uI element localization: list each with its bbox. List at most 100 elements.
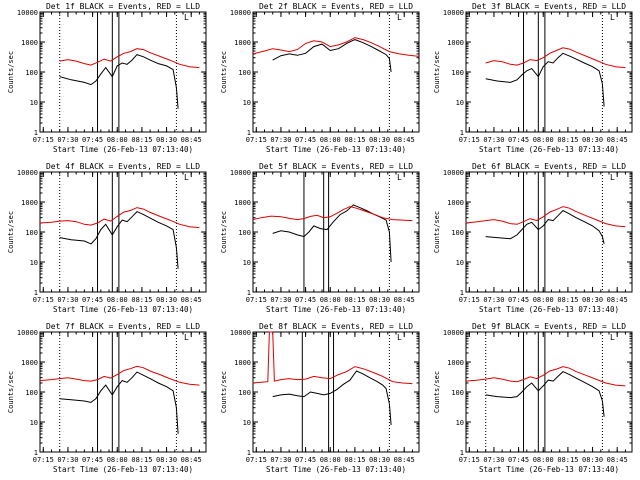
x-tick-label: 07:15	[33, 136, 54, 144]
x-tick-label: 07:45	[508, 136, 529, 144]
y-axis-label: Counts/sec	[433, 51, 441, 93]
series-line-events	[485, 371, 605, 417]
y-tick-label: 10	[243, 259, 251, 267]
series-line-lld	[465, 366, 626, 387]
y-tick-label: 10000	[17, 169, 38, 177]
x-axis-label: Start Time (26-Feb-13 07:13:40)	[53, 465, 193, 474]
y-axis-label: Counts/sec	[220, 211, 228, 253]
x-tick-label: 08:30	[369, 456, 390, 464]
panel-title: Det 9f BLACK = Events, RED = LLD	[472, 322, 626, 331]
x-tick-label: 07:15	[459, 136, 480, 144]
panel-title: Det 4f BLACK = Events, RED = LLD	[46, 162, 200, 171]
y-tick-label: 1	[247, 449, 251, 457]
x-tick-label: 07:45	[82, 296, 103, 304]
x-tick-label: 08:30	[156, 136, 177, 144]
y-tick-label: 1	[34, 289, 38, 297]
x-tick-label: 08:15	[131, 456, 152, 464]
x-tick-label: 07:30	[270, 456, 291, 464]
y-tick-label: 1	[460, 129, 464, 137]
x-tick-label: 08:30	[582, 136, 603, 144]
series-line-lld	[39, 207, 200, 229]
y-tick-label: 1000	[447, 39, 464, 47]
x-axis-label: Start Time (26-Feb-13 07:13:40)	[266, 465, 406, 474]
x-tick-label: 08:45	[394, 136, 415, 144]
y-tick-label: 100	[238, 389, 251, 397]
panel-title: Det 3f BLACK = Events, RED = LLD	[472, 2, 626, 11]
y-tick-label: 100	[451, 69, 464, 77]
y-axis-label: Counts/sec	[433, 211, 441, 253]
detector-panel-1: Det 1f BLACK = Events, RED = LLD 1 10 100 10…	[7, 2, 207, 154]
series-line-events	[485, 52, 605, 107]
series-line-events	[59, 371, 179, 434]
x-tick-label: 07:30	[57, 456, 78, 464]
series-line-lld	[465, 206, 626, 228]
y-tick-label: 10	[30, 419, 38, 427]
x-tick-label: 07:15	[459, 456, 480, 464]
y-tick-label: 10000	[443, 329, 464, 337]
x-axis-label: Start Time (26-Feb-13 07:13:40)	[479, 305, 619, 314]
y-tick-label: 100	[238, 229, 251, 237]
y-tick-label: 100	[451, 229, 464, 237]
x-tick-label: 08:45	[607, 136, 628, 144]
legend-mark: L	[184, 13, 189, 22]
series-line-lld	[485, 47, 626, 69]
x-tick-label: 07:30	[270, 296, 291, 304]
x-tick-label: 08:15	[557, 136, 578, 144]
y-tick-label: 1000	[21, 199, 38, 207]
x-tick-label: 08:00	[533, 136, 554, 144]
x-tick-label: 08:45	[181, 296, 202, 304]
y-tick-label: 10000	[230, 169, 251, 177]
x-tick-label: 08:30	[582, 456, 603, 464]
legend-mark: L	[397, 173, 402, 182]
x-axis-label: Start Time (26-Feb-13 07:13:40)	[53, 305, 193, 314]
y-tick-label: 1	[247, 289, 251, 297]
x-tick-label: 08:00	[320, 296, 341, 304]
x-tick-label: 07:30	[483, 456, 504, 464]
x-tick-label: 08:15	[557, 456, 578, 464]
detector-panel-4: Det 4f BLACK = Events, RED = LLD 1 10 100 10…	[7, 162, 207, 314]
x-tick-label: 08:30	[369, 136, 390, 144]
detector-panel-6: Det 6f BLACK = Events, RED = LLD 1 10 100 10…	[433, 162, 633, 314]
series-line-lld	[39, 365, 200, 386]
y-tick-label: 10	[456, 419, 464, 427]
y-axis-label: Counts/sec	[7, 371, 15, 413]
x-tick-label: 07:15	[246, 456, 267, 464]
series-line-events	[485, 209, 605, 245]
y-tick-label: 1	[34, 449, 38, 457]
x-tick-label: 08:15	[344, 456, 365, 464]
y-tick-label: 1000	[234, 39, 251, 47]
x-tick-label: 08:15	[344, 136, 365, 144]
x-tick-label: 08:30	[582, 296, 603, 304]
x-tick-label: 07:15	[459, 296, 480, 304]
x-tick-label: 08:30	[156, 296, 177, 304]
x-tick-label: 08:00	[533, 296, 554, 304]
detector-panel-9: Det 9f BLACK = Events, RED = LLD 1 10 100 10…	[433, 322, 633, 474]
y-tick-label: 10	[243, 99, 251, 107]
series-line-lld	[252, 206, 413, 222]
panel-title: Det 2f BLACK = Events, RED = LLD	[259, 2, 413, 11]
y-axis-label: Counts/sec	[220, 51, 228, 93]
y-tick-label: 1	[247, 129, 251, 137]
series-line-lld	[252, 331, 413, 385]
x-tick-label: 08:15	[344, 296, 365, 304]
x-tick-label: 07:45	[508, 296, 529, 304]
y-tick-label: 100	[25, 389, 38, 397]
detector-panel-8: Det 8f BLACK = Events, RED = LLD 1 10 100 10…	[220, 322, 420, 474]
x-tick-label: 08:45	[181, 456, 202, 464]
y-axis-label: Counts/sec	[7, 51, 15, 93]
legend-mark: L	[397, 333, 402, 342]
x-tick-label: 07:30	[483, 296, 504, 304]
x-tick-label: 07:30	[270, 136, 291, 144]
y-tick-label: 100	[25, 69, 38, 77]
y-tick-label: 10000	[230, 9, 251, 17]
panel-grid: Det 1f BLACK = Events, RED = LLD11010010…	[7, 2, 633, 474]
y-tick-label: 1000	[21, 359, 38, 367]
x-tick-label: 08:45	[181, 136, 202, 144]
x-tick-label: 08:45	[607, 456, 628, 464]
y-tick-label: 1	[34, 129, 38, 137]
legend-mark: L	[184, 333, 189, 342]
x-tick-label: 08:00	[107, 136, 128, 144]
x-tick-label: 07:15	[246, 136, 267, 144]
